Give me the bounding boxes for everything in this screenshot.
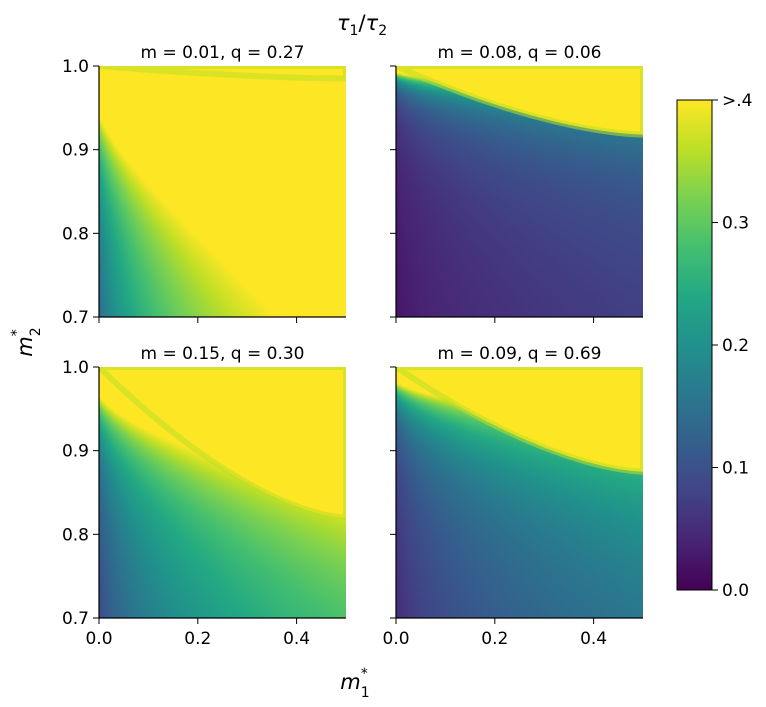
panel-2-boundary-band: [396, 66, 643, 138]
suptitle-denominator-sub: 2: [378, 23, 387, 39]
x-tick-label: 0.2: [184, 629, 211, 649]
suptitle-slash: /: [358, 11, 366, 35]
colorbar-gradient: [676, 99, 713, 591]
chart-suptitle: τ1/τ2: [337, 11, 387, 39]
panel-1: m = 0.01, q = 0.27 0.7 0.8 0.9 1.0: [62, 43, 346, 328]
colorbar-tick-label: 0.0: [722, 581, 749, 601]
y-axis-label-sub: 2: [28, 327, 44, 336]
colorbar-tick-label: 0.3: [722, 214, 749, 234]
y-tick-label: 1.0: [62, 57, 89, 77]
y-tick-label: 0.9: [62, 141, 89, 161]
panel-1-title: m = 0.01, q = 0.27: [141, 43, 305, 63]
x-tick-label: 0.2: [481, 629, 508, 649]
y-tick-label: 0.7: [62, 609, 89, 629]
panel-2-field: [396, 66, 643, 317]
suptitle-numerator-sub: 1: [350, 23, 359, 39]
panel-3-field: [99, 367, 346, 618]
panel-1-heatmap: [99, 66, 346, 317]
panel-2-title: m = 0.08, q = 0.06: [438, 43, 602, 63]
x-tick-label: 0.4: [580, 629, 607, 649]
y-tick-label: 0.8: [62, 525, 89, 545]
colorbar: 0.0 0.1 0.2 0.3 >.4: [676, 91, 752, 601]
panels: m = 0.01, q = 0.27 0.7 0.8 0.9 1.0 m = 0.08, …: [62, 43, 643, 649]
y-tick-label: 0.7: [62, 308, 89, 328]
panel-1-field: [99, 66, 346, 317]
y-tick-label: 0.8: [62, 224, 89, 244]
x-axis-label-base: m: [340, 670, 360, 694]
y-axis-label: m* 2: [9, 327, 44, 356]
colorbar-tick-label: >.4: [722, 91, 752, 111]
panel-3-boundary-band: [99, 367, 346, 521]
colorbar-tick-label: 0.2: [722, 336, 749, 356]
suptitle-denominator: τ: [366, 11, 379, 35]
x-tick-label: 0.0: [382, 629, 409, 649]
panel-4-field: [396, 367, 643, 618]
x-tick-label: 0.0: [85, 629, 112, 649]
panel-2-saturated-region: [396, 66, 643, 135]
x-axis-label: m* 1: [340, 666, 369, 701]
panel-3-title: m = 0.15, q = 0.30: [141, 344, 305, 364]
x-axis-label-sup: *: [361, 666, 368, 682]
y-axis-label-sup: *: [9, 329, 25, 336]
panel-4-title: m = 0.09, q = 0.69: [438, 344, 602, 364]
x-axis-label-sub: 1: [361, 685, 370, 701]
panel-4: m = 0.09, q = 0.69 0.0 0.2 0.4: [382, 344, 643, 649]
panel-4-saturated-region: [396, 367, 643, 472]
x-tick-label: 0.4: [283, 629, 310, 649]
panel-1-boundary-band: [99, 66, 346, 82]
colorbar-tick-label: 0.1: [722, 459, 749, 479]
y-tick-label: 1.0: [62, 358, 89, 378]
suptitle-numerator: τ: [337, 11, 350, 35]
panel-4-boundary-band: [396, 367, 643, 475]
y-axis-label-base: m: [13, 336, 37, 356]
y-tick-label: 0.9: [62, 442, 89, 462]
panel-3-saturated-region: [99, 367, 346, 518]
panel-3: m = 0.15, q = 0.30 0.7 0.8 0.9 1.0 0.0 0.2 0.4: [62, 344, 346, 649]
panel-2: m = 0.08, q = 0.06: [390, 43, 643, 323]
